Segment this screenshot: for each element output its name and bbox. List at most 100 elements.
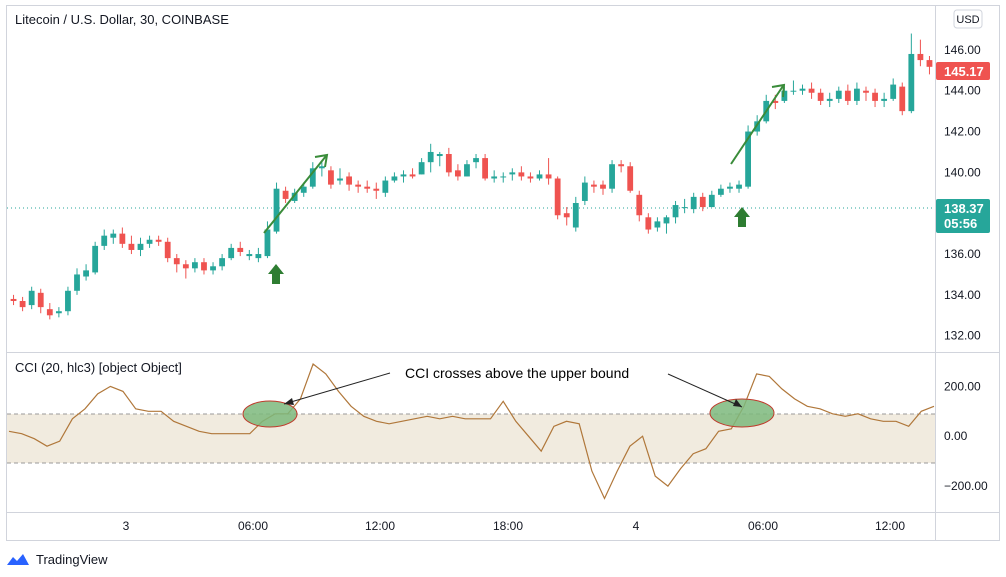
candle [55,307,62,318]
brand[interactable]: TradingView [6,549,108,569]
candle-body [572,203,579,228]
candle-body [55,311,62,314]
currency-button[interactable] [953,9,983,29]
candle [119,227,126,248]
candle [255,247,262,263]
candles [10,33,933,320]
candle-body [119,233,126,244]
candle [572,196,579,232]
candle [155,235,162,246]
time-tick-label: 12:00 [365,519,395,533]
buy-signal-arrow-2 [734,207,750,227]
trend-arrowhead-1 [314,153,329,168]
candle-body [663,217,670,224]
candle-body [790,90,797,92]
candle-body [527,176,534,179]
candle-body [337,178,343,181]
candle-body [854,88,860,101]
candle [19,296,26,312]
candle-body [745,131,751,187]
candle [391,172,398,183]
currency-label: USD [956,14,979,26]
cci-tick-label: 200.00 [944,379,981,393]
candle [482,154,489,181]
cci-line [8,363,935,500]
candle-body [618,164,625,167]
candle-body [445,154,452,173]
candle [83,264,89,281]
candle-body [500,176,507,178]
candle [164,237,171,263]
candle-body [355,184,362,187]
candle [500,172,507,183]
candle [581,176,588,206]
time-tick-label: 18:00 [493,519,523,533]
candle-body [817,92,824,101]
candle [37,288,44,314]
candle [46,303,53,320]
candle-body [246,254,253,257]
annotation-arrowhead-2 [733,399,742,407]
candle-body [627,166,634,191]
candle-body [473,158,479,163]
countdown-label: 05:56 [944,216,977,231]
candle-body [137,243,144,250]
candle [65,286,71,316]
candle-body [155,239,162,242]
candle [844,84,851,105]
candle-body [192,262,198,269]
candle-body [736,184,742,189]
candle [309,162,316,189]
candle-body [799,88,806,91]
candle [110,229,117,244]
candle [173,254,180,273]
candle-body [600,184,606,189]
candle [219,254,226,271]
candle-body [609,164,615,189]
candle-body [46,309,53,316]
candle [745,125,751,189]
cci-cross-ellipse-2 [709,398,775,428]
candle-body [881,98,888,101]
candle [799,84,806,95]
candle [618,160,625,173]
candle [690,192,697,214]
candle [627,162,634,193]
candle [228,243,235,261]
candle-body [182,264,189,269]
candle [146,235,153,248]
time-tick-label: 12:00 [875,519,905,533]
cci-band [7,414,935,463]
cci-tick-label: −200.00 [944,479,988,493]
candle [28,286,35,310]
cci-series [8,363,935,500]
candle-body [210,266,216,271]
buy-signal-arrow-1 [268,264,284,284]
candle-body [536,174,543,179]
candle-body [844,90,851,101]
candle-body [255,254,262,259]
candle-body [699,196,706,208]
candle [436,151,443,167]
cci-title: CCI (20, hlc3) [object Object] [15,360,182,375]
candle-body [409,174,416,177]
candle-body [19,301,26,308]
candle-body [10,298,17,301]
candle [708,190,715,208]
candle-body [454,170,461,177]
candle-body [328,170,334,185]
candle [545,158,552,185]
candle [518,166,525,181]
candle-body [318,166,325,169]
candle-body [128,243,135,250]
candle-body [201,262,207,271]
candle [654,217,661,232]
candle [473,154,479,169]
price-tick-label: 136.00 [944,247,981,261]
candle-body [491,176,498,179]
candle-body [890,84,897,99]
candle [826,92,833,108]
candle [881,92,888,108]
candle [418,158,425,175]
candle-body [908,53,915,112]
